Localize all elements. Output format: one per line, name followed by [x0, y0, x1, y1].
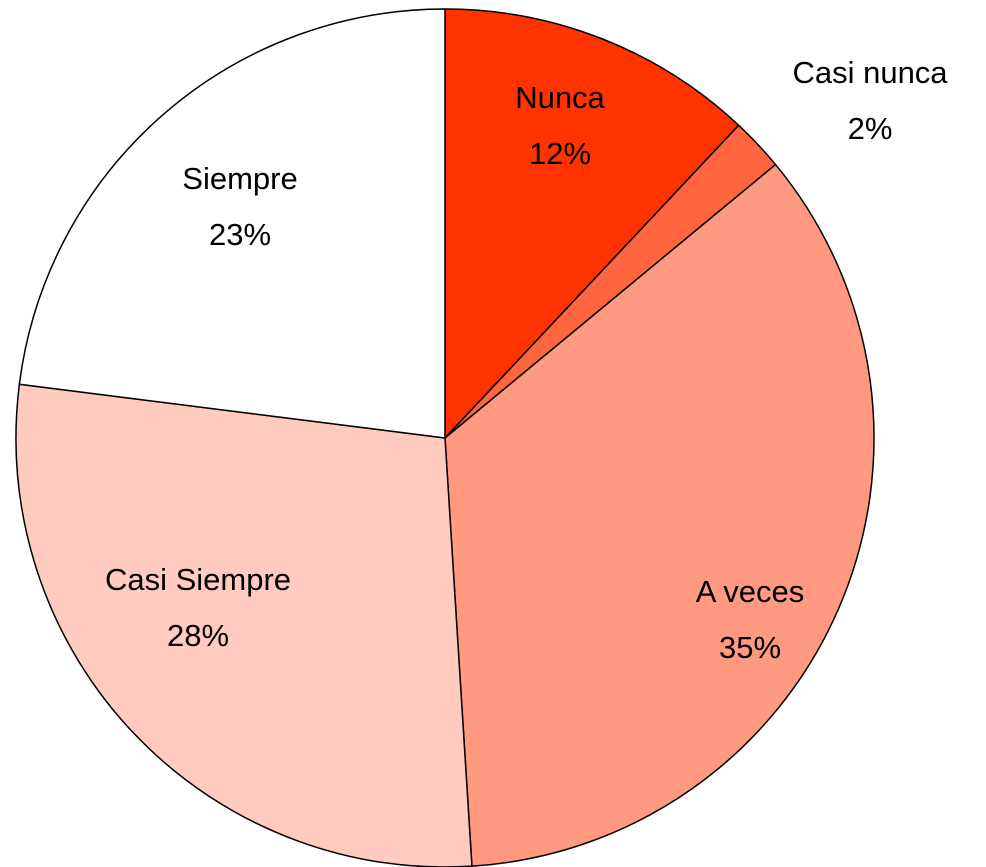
pie-slice: [444, 163, 875, 867]
slice-label: Nunca: [515, 80, 605, 115]
slice-value-label: 2%: [848, 111, 893, 146]
slice-label: Casi nunca: [792, 55, 948, 90]
slice-label: Siempre: [182, 161, 297, 196]
slice-value-label: 23%: [209, 217, 271, 252]
pie-slice: [15, 383, 473, 867]
pie-slice: [444, 8, 740, 440]
slice-label: A veces: [696, 574, 805, 609]
slice-value-label: 28%: [167, 618, 229, 653]
slice-value-label: 35%: [719, 630, 781, 665]
pie-slice: [18, 8, 446, 439]
slice-label: Casi Siempre: [105, 562, 291, 597]
slice-value-label: 12%: [529, 136, 591, 171]
